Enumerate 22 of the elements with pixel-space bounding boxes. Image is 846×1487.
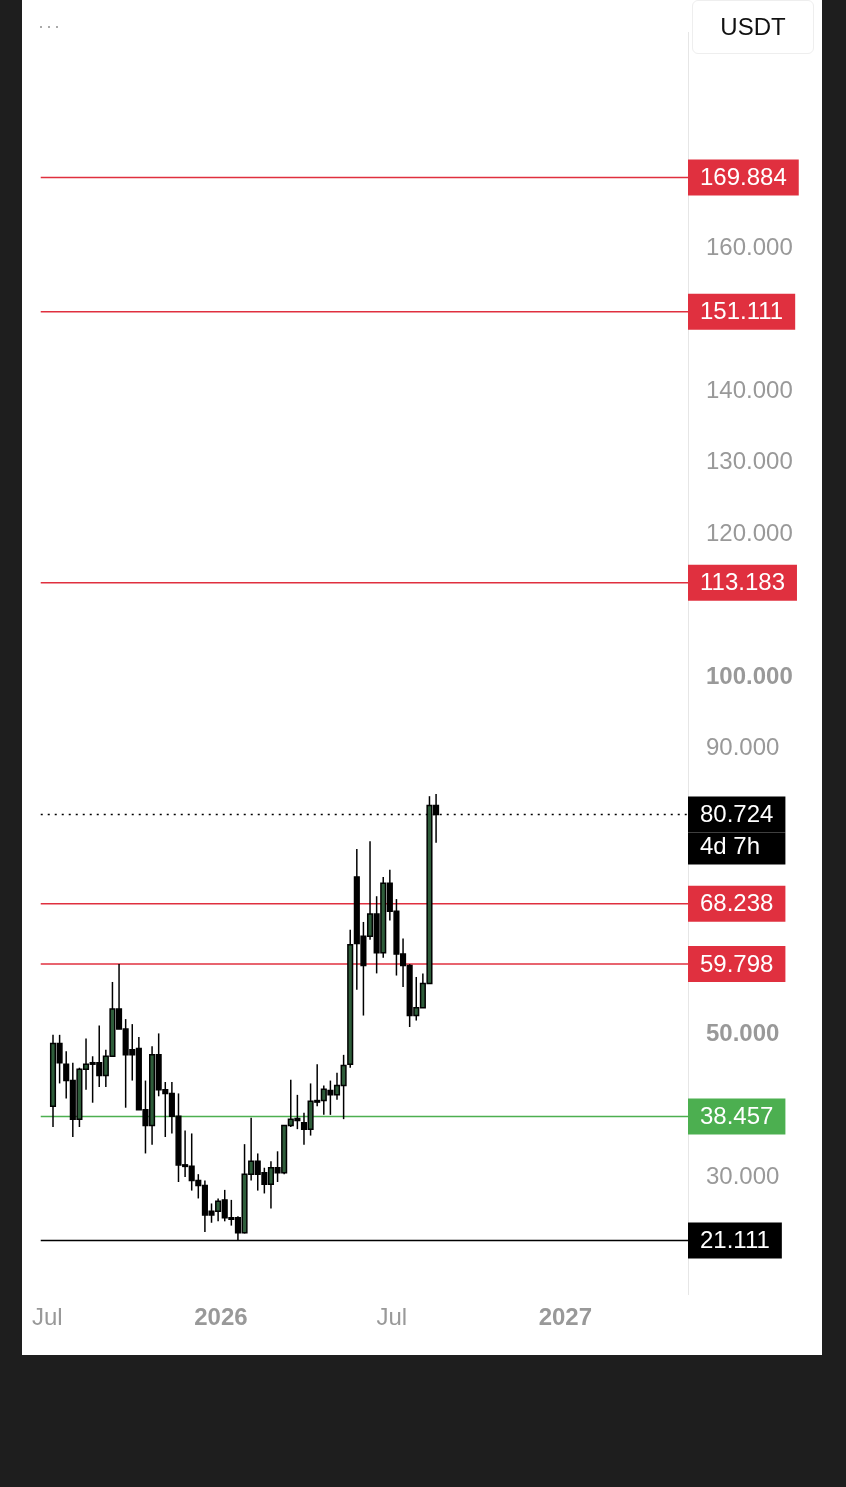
ref-line-label: 21.111 <box>700 1226 770 1254</box>
ref-line-label: 80.724 <box>700 800 774 828</box>
y-tick-label: 130.000 <box>706 447 793 475</box>
x-tick-label: Jul <box>32 1303 63 1331</box>
ref-line-label: 113.183 <box>700 568 785 596</box>
ref-line-label: 38.457 <box>700 1102 774 1130</box>
y-tick-label: 50.000 <box>706 1018 780 1046</box>
x-tick-label: 2026 <box>194 1303 248 1331</box>
y-tick-label: 140.000 <box>706 375 793 403</box>
text: 4d 7h <box>700 832 761 860</box>
y-tick-label: 30.000 <box>706 1161 780 1189</box>
ref-line-label: 169.884 <box>700 163 787 191</box>
y-tick-label: 100.000 <box>706 661 793 689</box>
ref-line-label: 59.798 <box>700 949 774 977</box>
y-tick-label: 90.000 <box>706 732 780 760</box>
y-tick-label: 160.000 <box>706 232 793 260</box>
text: USDT <box>692 0 814 54</box>
y-tick-label: 120.000 <box>706 518 793 546</box>
ref-line-label: 68.238 <box>700 889 774 917</box>
x-tick-label: Jul <box>376 1303 408 1331</box>
ref-line-label: 151.111 <box>700 297 784 325</box>
x-tick-label: 2027 <box>538 1303 593 1331</box>
